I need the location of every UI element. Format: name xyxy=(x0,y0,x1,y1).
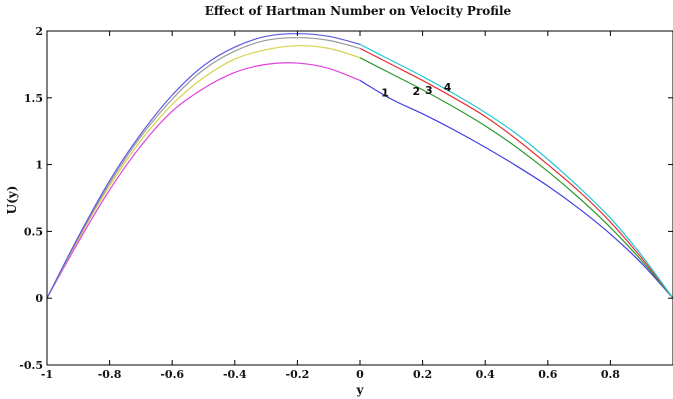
series-line-6 xyxy=(359,57,673,299)
curve-label-3: 3 xyxy=(425,84,433,97)
series-line-4 xyxy=(46,33,361,299)
series-line-1 xyxy=(46,62,361,299)
x-tick-label: 0.4 xyxy=(476,368,495,381)
y-tick-label: 2 xyxy=(35,25,43,38)
series-layer xyxy=(46,33,673,299)
y-tick-label: 0 xyxy=(35,292,43,305)
tick-layer: -1 -0.8 -0.6 -0.4 -0.2 0 0.2 0.4 0.6 0.8 -0.5 0 0.5 1… xyxy=(19,25,673,381)
x-tick-label: -0.2 xyxy=(286,368,310,381)
series-line-5 xyxy=(359,79,673,299)
series-line-2 xyxy=(46,45,361,299)
x-tick-label: 0 xyxy=(356,368,364,381)
y-tick-label: -0.5 xyxy=(19,359,43,372)
x-tick-label: -0.4 xyxy=(223,368,247,381)
y-tick-label: 1 xyxy=(35,159,43,172)
chart-title: Effect of Hartman Number on Velocity Pro… xyxy=(205,4,512,18)
x-axis-label: y xyxy=(356,383,365,397)
x-tick-label: 0.2 xyxy=(413,368,432,381)
curve-label-2: 2 xyxy=(413,85,421,98)
curve-label-4: 4 xyxy=(444,81,452,94)
curve-label-1: 1 xyxy=(381,86,389,99)
x-tick-label: -0.6 xyxy=(160,368,184,381)
y-axis-label: U(y) xyxy=(5,186,19,215)
plot-frame xyxy=(46,30,673,366)
y-tick-label: 1.5 xyxy=(24,92,43,105)
x-tick-label: -1 xyxy=(41,368,53,381)
x-tick-label: 0.6 xyxy=(538,368,557,381)
series-line-8 xyxy=(359,43,673,299)
x-tick-label: -0.8 xyxy=(98,368,122,381)
x-tick-label: 0.8 xyxy=(601,368,620,381)
series-line-7 xyxy=(359,47,673,299)
series-line-3 xyxy=(46,37,361,299)
y-tick-label: 0.5 xyxy=(24,225,43,238)
